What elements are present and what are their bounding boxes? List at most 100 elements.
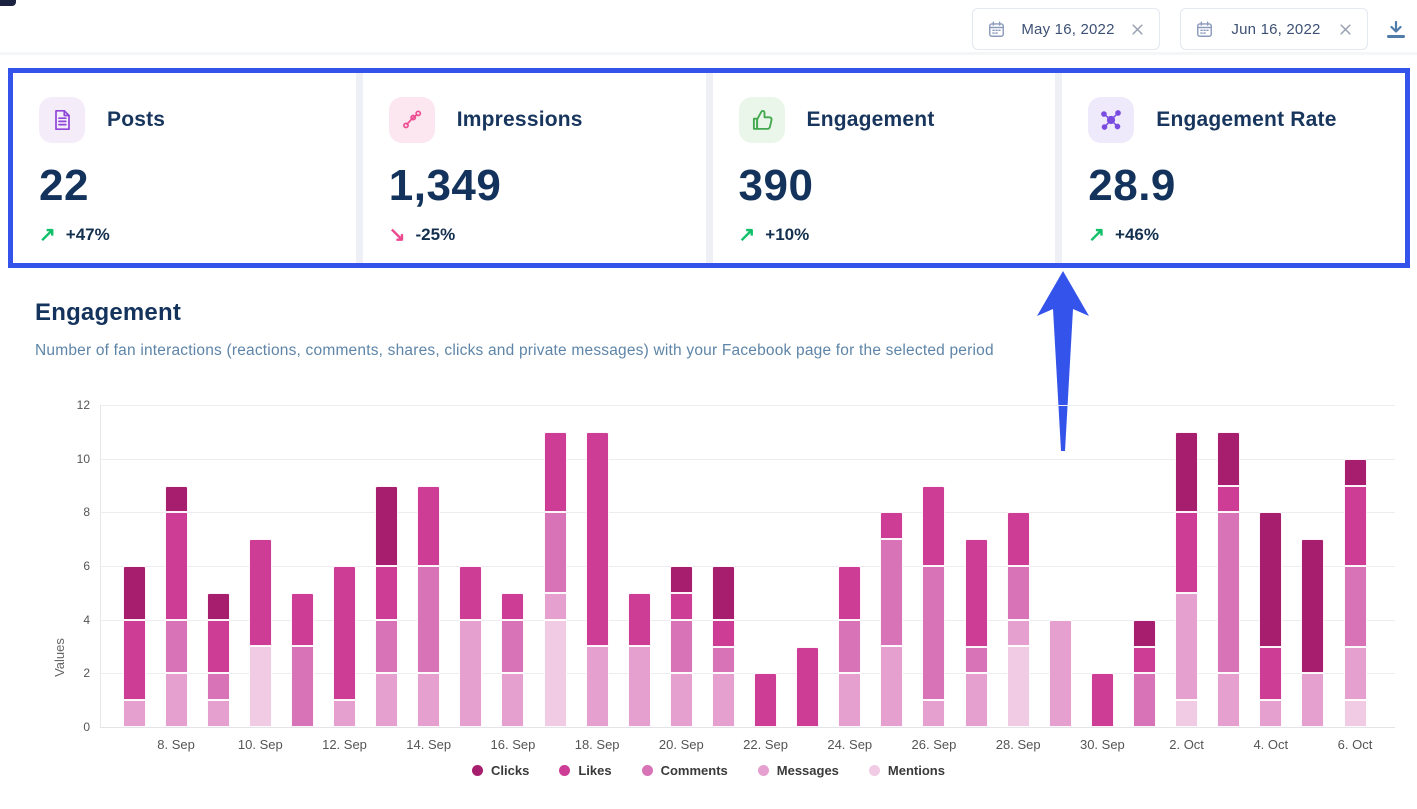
bar-segment-comments[interactable] xyxy=(1006,566,1030,620)
bar-segment-messages[interactable] xyxy=(627,646,651,727)
bar-30-sep[interactable] xyxy=(1090,673,1114,727)
kpi-card-engagement[interactable]: Engagement 390 ↗ +10% xyxy=(712,73,1056,263)
bar-18-sep[interactable] xyxy=(585,431,609,727)
kpi-card-impressions[interactable]: Impressions 1,349 ↘ -25% xyxy=(362,73,706,263)
bar-28-sep[interactable] xyxy=(1006,512,1030,727)
bar-5-oct[interactable] xyxy=(1301,539,1325,727)
bar-segment-comments[interactable] xyxy=(1217,512,1241,674)
bar-26-sep[interactable] xyxy=(922,485,946,727)
bar-1-oct[interactable] xyxy=(1132,619,1156,727)
bar-29-sep[interactable] xyxy=(1048,619,1072,727)
bar-13-sep[interactable] xyxy=(375,485,399,727)
bar-segment-likes[interactable] xyxy=(711,619,735,647)
legend-item-messages[interactable]: Messages xyxy=(757,763,839,778)
bar-segment-likes[interactable] xyxy=(543,431,567,513)
bar-segment-comments[interactable] xyxy=(922,566,946,701)
bar-segment-comments[interactable] xyxy=(1343,566,1367,647)
bar-segment-likes[interactable] xyxy=(122,619,146,701)
bar-segment-clicks[interactable] xyxy=(122,566,146,620)
bar-25-sep[interactable] xyxy=(880,512,904,727)
kpi-card-posts[interactable]: Posts 22 ↗ +47% xyxy=(13,73,356,263)
bar-segment-messages[interactable] xyxy=(206,700,230,727)
legend-item-likes[interactable]: Likes xyxy=(559,763,612,778)
bar-14-sep[interactable] xyxy=(417,485,441,727)
bar-segment-messages[interactable] xyxy=(122,700,146,727)
bar-4-oct[interactable] xyxy=(1259,512,1283,727)
bar-24-sep[interactable] xyxy=(838,566,862,727)
bar-segment-mentions[interactable] xyxy=(248,646,272,727)
bar-segment-messages[interactable] xyxy=(1006,619,1030,647)
bar-segment-messages[interactable] xyxy=(1343,646,1367,701)
bar-17-sep[interactable] xyxy=(543,431,567,727)
bar-segment-likes[interactable] xyxy=(1343,485,1367,566)
bar-segment-likes[interactable] xyxy=(880,512,904,540)
bar-segment-comments[interactable] xyxy=(206,673,230,701)
bar-segment-mentions[interactable] xyxy=(1175,700,1199,727)
clear-date-from-icon[interactable] xyxy=(1130,22,1145,37)
bar-3-oct[interactable] xyxy=(1217,431,1241,727)
bar-segment-likes[interactable] xyxy=(1132,646,1156,674)
bar-segment-messages[interactable] xyxy=(375,673,399,727)
bar-segment-likes[interactable] xyxy=(796,646,820,727)
date-from-picker[interactable]: May 16, 2022 xyxy=(972,8,1160,50)
bar-segment-clicks[interactable] xyxy=(164,485,188,513)
bar-segment-clicks[interactable] xyxy=(1259,512,1283,647)
bar-segment-comments[interactable] xyxy=(290,646,314,727)
bar-21-sep[interactable] xyxy=(711,566,735,727)
download-icon[interactable] xyxy=(1380,14,1412,46)
bar-segment-likes[interactable] xyxy=(754,673,778,727)
bar-segment-messages[interactable] xyxy=(164,673,188,727)
bar-segment-likes[interactable] xyxy=(922,485,946,567)
legend-item-clicks[interactable]: Clicks xyxy=(472,763,529,778)
bar-segment-likes[interactable] xyxy=(1217,485,1241,513)
bar-segment-likes[interactable] xyxy=(164,512,188,620)
bar-segment-clicks[interactable] xyxy=(1217,431,1241,486)
bar-segment-likes[interactable] xyxy=(206,619,230,674)
bar-segment-likes[interactable] xyxy=(585,431,609,647)
bar-9-sep[interactable] xyxy=(206,592,230,727)
bar-segment-likes[interactable] xyxy=(838,566,862,620)
bar-15-sep[interactable] xyxy=(459,566,483,727)
bar-27-sep[interactable] xyxy=(964,539,988,727)
bar-2-oct[interactable] xyxy=(1175,431,1199,727)
bar-segment-likes[interactable] xyxy=(501,592,525,620)
bar-segment-messages[interactable] xyxy=(417,673,441,727)
bar-segment-likes[interactable] xyxy=(1175,512,1199,593)
bar-segment-comments[interactable] xyxy=(669,619,693,674)
bar-segment-comments[interactable] xyxy=(375,619,399,674)
bar-segment-messages[interactable] xyxy=(501,673,525,727)
bar-segment-messages[interactable] xyxy=(838,673,862,727)
date-to-picker[interactable]: Jun 16, 2022 xyxy=(1180,8,1368,50)
bar-22-sep[interactable] xyxy=(754,673,778,727)
bar-7-sep[interactable] xyxy=(122,566,146,727)
bar-segment-messages[interactable] xyxy=(459,619,483,727)
bar-23-sep[interactable] xyxy=(796,646,820,727)
bar-segment-comments[interactable] xyxy=(711,646,735,674)
bar-segment-messages[interactable] xyxy=(711,673,735,727)
bar-segment-comments[interactable] xyxy=(543,512,567,593)
legend-item-mentions[interactable]: Mentions xyxy=(868,763,945,778)
bar-segment-likes[interactable] xyxy=(459,566,483,620)
bar-19-sep[interactable] xyxy=(627,592,651,727)
bar-12-sep[interactable] xyxy=(333,566,357,727)
bar-segment-messages[interactable] xyxy=(585,646,609,727)
bar-segment-clicks[interactable] xyxy=(1343,458,1367,486)
bar-segment-likes[interactable] xyxy=(1006,512,1030,566)
bar-segment-clicks[interactable] xyxy=(375,485,399,567)
bar-segment-likes[interactable] xyxy=(290,592,314,647)
bar-segment-messages[interactable] xyxy=(880,646,904,727)
bar-segment-clicks[interactable] xyxy=(669,566,693,593)
clear-date-to-icon[interactable] xyxy=(1338,22,1353,37)
bar-segment-messages[interactable] xyxy=(543,592,567,620)
bar-segment-messages[interactable] xyxy=(1301,673,1325,727)
bar-segment-likes[interactable] xyxy=(375,566,399,620)
bar-10-sep[interactable] xyxy=(248,539,272,727)
bar-segment-messages[interactable] xyxy=(669,673,693,727)
bar-segment-comments[interactable] xyxy=(501,619,525,674)
bar-segment-mentions[interactable] xyxy=(1006,646,1030,727)
bar-segment-messages[interactable] xyxy=(1259,700,1283,727)
bar-8-sep[interactable] xyxy=(164,485,188,727)
bar-11-sep[interactable] xyxy=(290,592,314,727)
bar-segment-clicks[interactable] xyxy=(711,566,735,620)
bar-segment-messages[interactable] xyxy=(333,700,357,727)
